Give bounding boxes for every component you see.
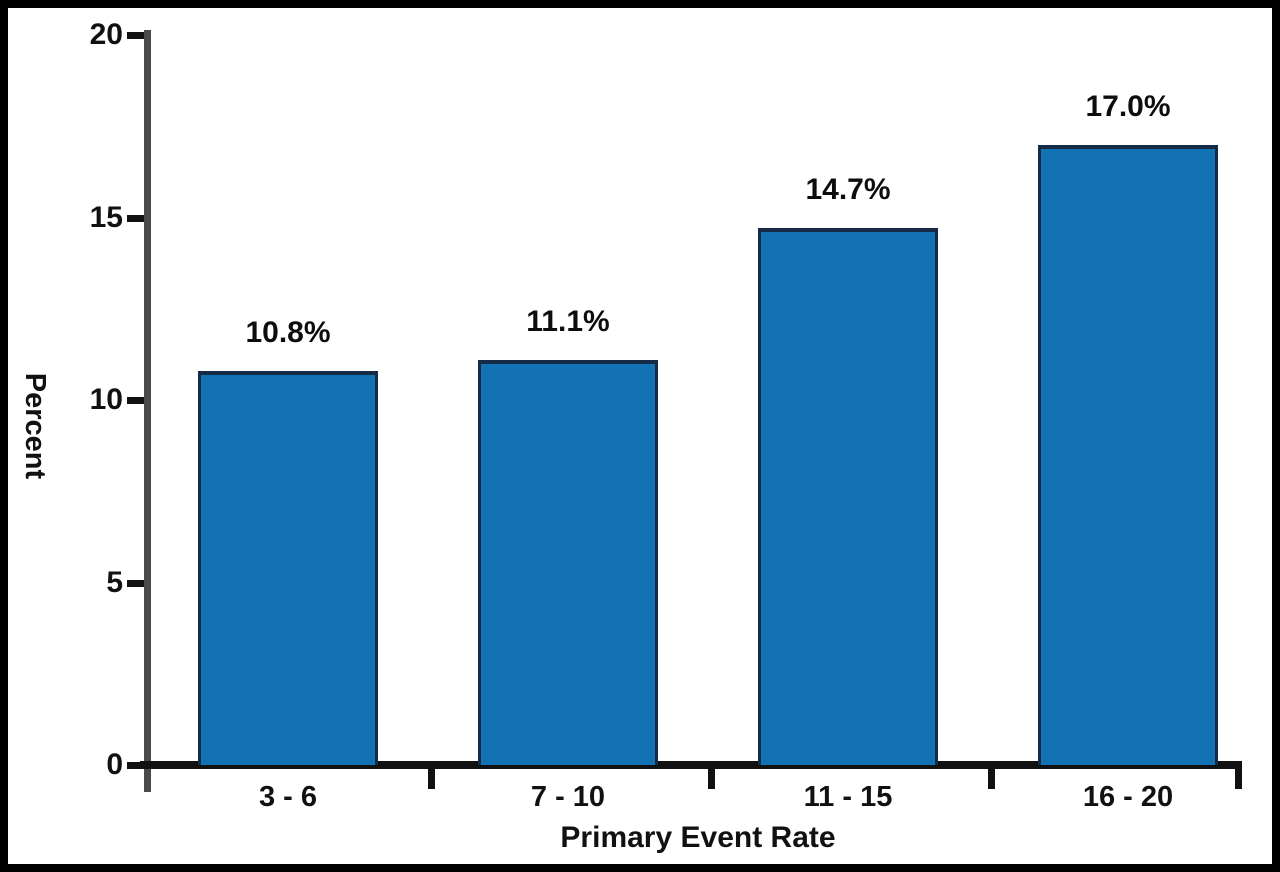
y-axis-title: Percent: [19, 372, 51, 480]
bar-value-label: 11.1%: [526, 304, 610, 338]
y-tick-label: 10: [89, 383, 123, 416]
x-tick-mark: [988, 763, 995, 789]
x-tick-mark: [1235, 763, 1242, 789]
y-tick-mark: [127, 32, 144, 39]
x-category-label: 7 - 10: [530, 781, 606, 813]
y-tick-mark: [127, 397, 144, 404]
x-axis-title: Primary Event Rate: [560, 821, 836, 854]
y-tick-mark: [127, 214, 144, 222]
y-tick-mark: [127, 762, 144, 769]
bar-value-label: 17.0%: [1085, 89, 1171, 123]
y-tick-label: 0: [106, 748, 123, 781]
x-tick-mark: [708, 763, 715, 789]
y-tick-label: 15: [89, 200, 123, 234]
x-category-label: 16 - 20: [1082, 781, 1174, 813]
y-axis-line: [144, 30, 151, 792]
y-tick-mark: [127, 579, 144, 587]
bar: [758, 228, 938, 765]
bar: [478, 359, 658, 765]
bar-value-label: 10.8%: [245, 315, 331, 349]
x-category-label: 11 - 15: [803, 781, 893, 813]
x-category-label: 3 - 6: [258, 781, 318, 813]
bar-value-label: 14.7%: [805, 173, 891, 207]
bar: [198, 370, 378, 765]
y-tick-label: 20: [89, 18, 123, 51]
bar: [1038, 144, 1218, 765]
x-tick-mark: [428, 763, 435, 789]
y-tick-label: 5: [106, 565, 123, 599]
x-axis-line: [140, 761, 1242, 769]
